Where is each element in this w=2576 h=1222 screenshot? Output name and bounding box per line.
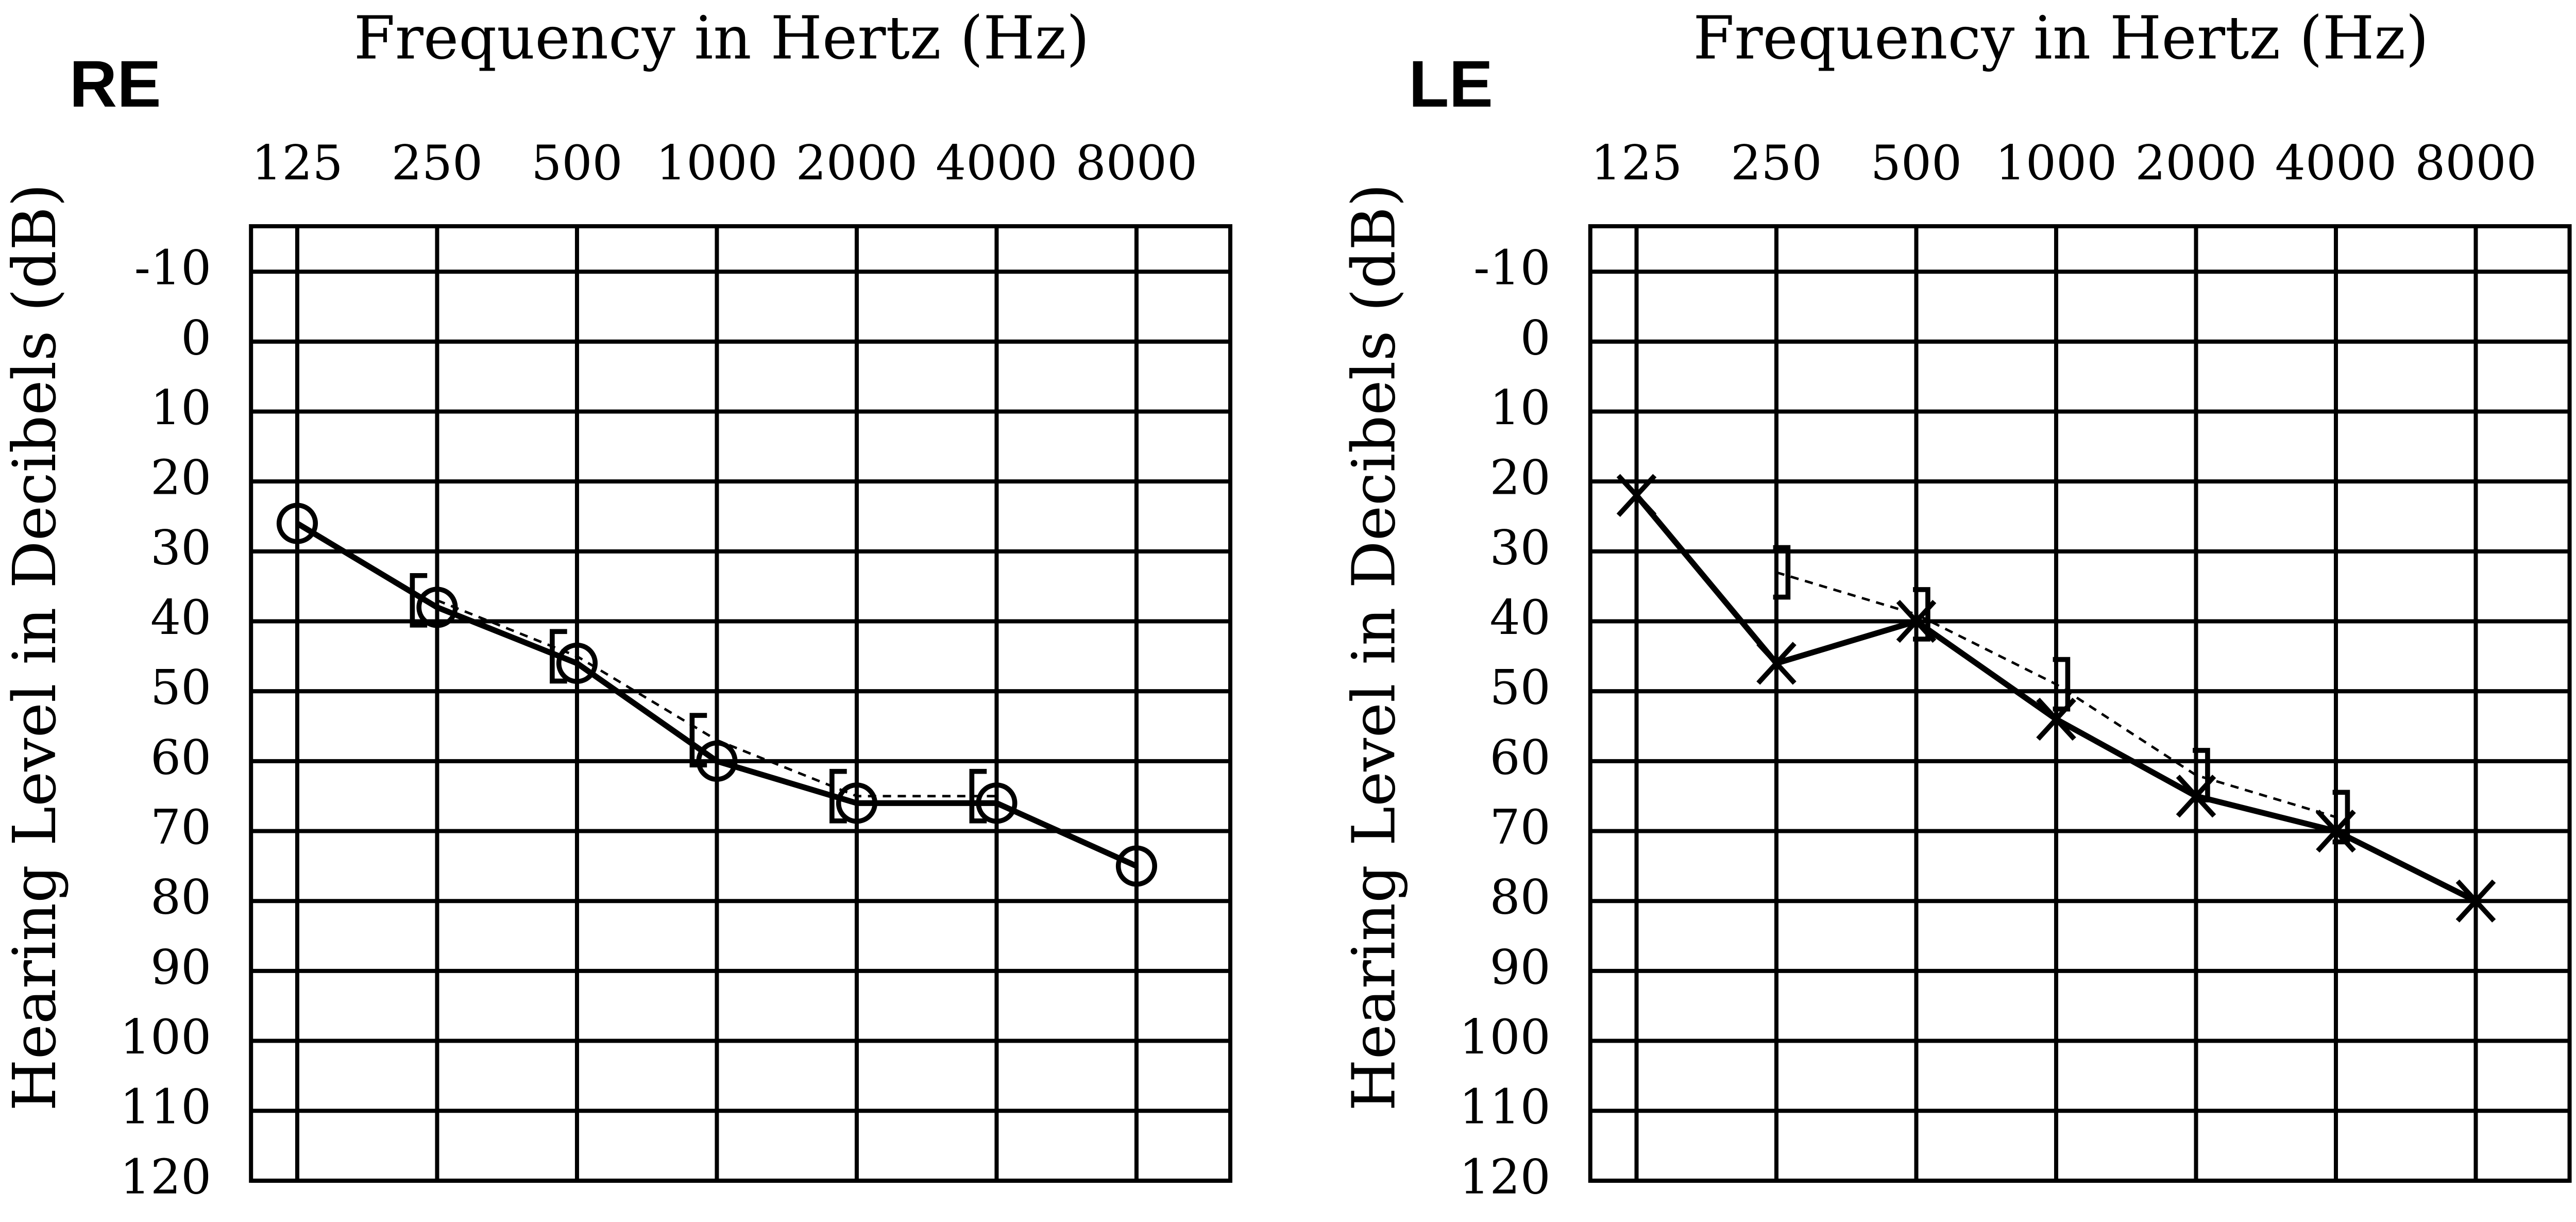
- audiogram: LE Frequency in Hertz (Hz) Hearing Level i…: [1340, 4, 2572, 1204]
- marker: [1913, 587, 1930, 642]
- x-tick-label: 2000: [796, 135, 918, 191]
- bone-line: [436, 599, 997, 798]
- y-tick-label: -10: [134, 240, 212, 296]
- marker: [550, 629, 567, 684]
- y-tick-label: 10: [150, 380, 211, 436]
- y-tick-label: 0: [181, 310, 211, 365]
- y-axis-title: Hearing Level in Decibels (dB): [1, 183, 70, 1111]
- y-tick-label: 40: [150, 590, 211, 645]
- y-tick-label: 50: [150, 660, 211, 715]
- marker: [1773, 545, 1791, 600]
- y-tick-label: 50: [1490, 660, 1551, 715]
- y-tick-label: 30: [150, 520, 211, 575]
- y-tick-label: 90: [150, 939, 211, 995]
- x-tick-label: 2000: [2135, 135, 2257, 191]
- y-tick-label: 60: [150, 729, 211, 785]
- y-tick-label: 70: [150, 799, 211, 855]
- bone-line: [1776, 571, 2336, 818]
- marker: [2053, 657, 2071, 712]
- y-tick-label: 30: [1490, 520, 1551, 575]
- y-tick-label: 120: [120, 1149, 211, 1204]
- y-tick-label: 110: [120, 1079, 211, 1135]
- y-tick-label: 40: [1490, 590, 1551, 645]
- x-axis-title: Frequency in Hertz (Hz): [354, 4, 1090, 73]
- y-tick-label: -10: [1473, 240, 1551, 296]
- y-tick-label: 70: [1490, 799, 1551, 855]
- marker: [836, 782, 878, 824]
- y-tick-label: 90: [1490, 939, 1551, 995]
- air-line: [296, 521, 1138, 869]
- x-axis-title: Frequency in Hertz (Hz): [1693, 4, 2429, 73]
- marker: [556, 642, 598, 684]
- y-tick-label: 80: [150, 869, 211, 925]
- marker: [1756, 642, 1797, 685]
- y-tick-label: 20: [150, 450, 211, 506]
- y-tick-label: 100: [1459, 1009, 1550, 1065]
- plot-frame: [1588, 224, 2572, 1183]
- x-tick-label: 125: [251, 135, 343, 191]
- marker: [976, 782, 1018, 824]
- ear-label: RE: [70, 47, 161, 121]
- y-tick-label: 100: [120, 1009, 211, 1065]
- y-tick-label: 80: [1490, 869, 1551, 925]
- x-tick-label: 250: [392, 135, 483, 191]
- marker: [2193, 748, 2210, 802]
- marker: [829, 768, 847, 824]
- marker: [1115, 845, 1157, 887]
- x-tick-label: 500: [531, 135, 622, 191]
- ear-label: LE: [1409, 47, 1493, 121]
- x-tick-label: 4000: [2275, 135, 2397, 191]
- marker: [696, 740, 738, 782]
- y-tick-label: 20: [1490, 450, 1551, 506]
- marker: [969, 768, 987, 824]
- audiogram: RE Frequency in Hertz (Hz) Hearing Level i…: [1, 4, 1232, 1204]
- y-axis-title: Hearing Level in Decibels (dB): [1340, 183, 1409, 1111]
- x-tick-label: 4000: [936, 135, 1058, 191]
- y-tick-label: 120: [1459, 1149, 1550, 1204]
- marker: [1616, 474, 1657, 517]
- marker: [689, 713, 707, 768]
- y-tick-label: 0: [1520, 310, 1551, 365]
- marker: [2455, 879, 2496, 923]
- marker: [410, 573, 428, 628]
- y-tick-label: 10: [1490, 380, 1551, 436]
- x-tick-label: 125: [1591, 135, 1682, 191]
- x-tick-label: 500: [1871, 135, 1962, 191]
- marker: [2332, 790, 2350, 845]
- marker: [276, 503, 318, 544]
- x-tick-label: 250: [1731, 135, 1822, 191]
- x-tick-label: 8000: [2415, 135, 2537, 191]
- x-tick-label: 1000: [1995, 135, 2117, 191]
- x-tick-label: 8000: [1076, 135, 1198, 191]
- x-tick-label: 1000: [656, 135, 778, 191]
- y-tick-label: 110: [1459, 1079, 1550, 1135]
- y-tick-label: 60: [1490, 729, 1551, 785]
- plot-frame: [249, 224, 1232, 1183]
